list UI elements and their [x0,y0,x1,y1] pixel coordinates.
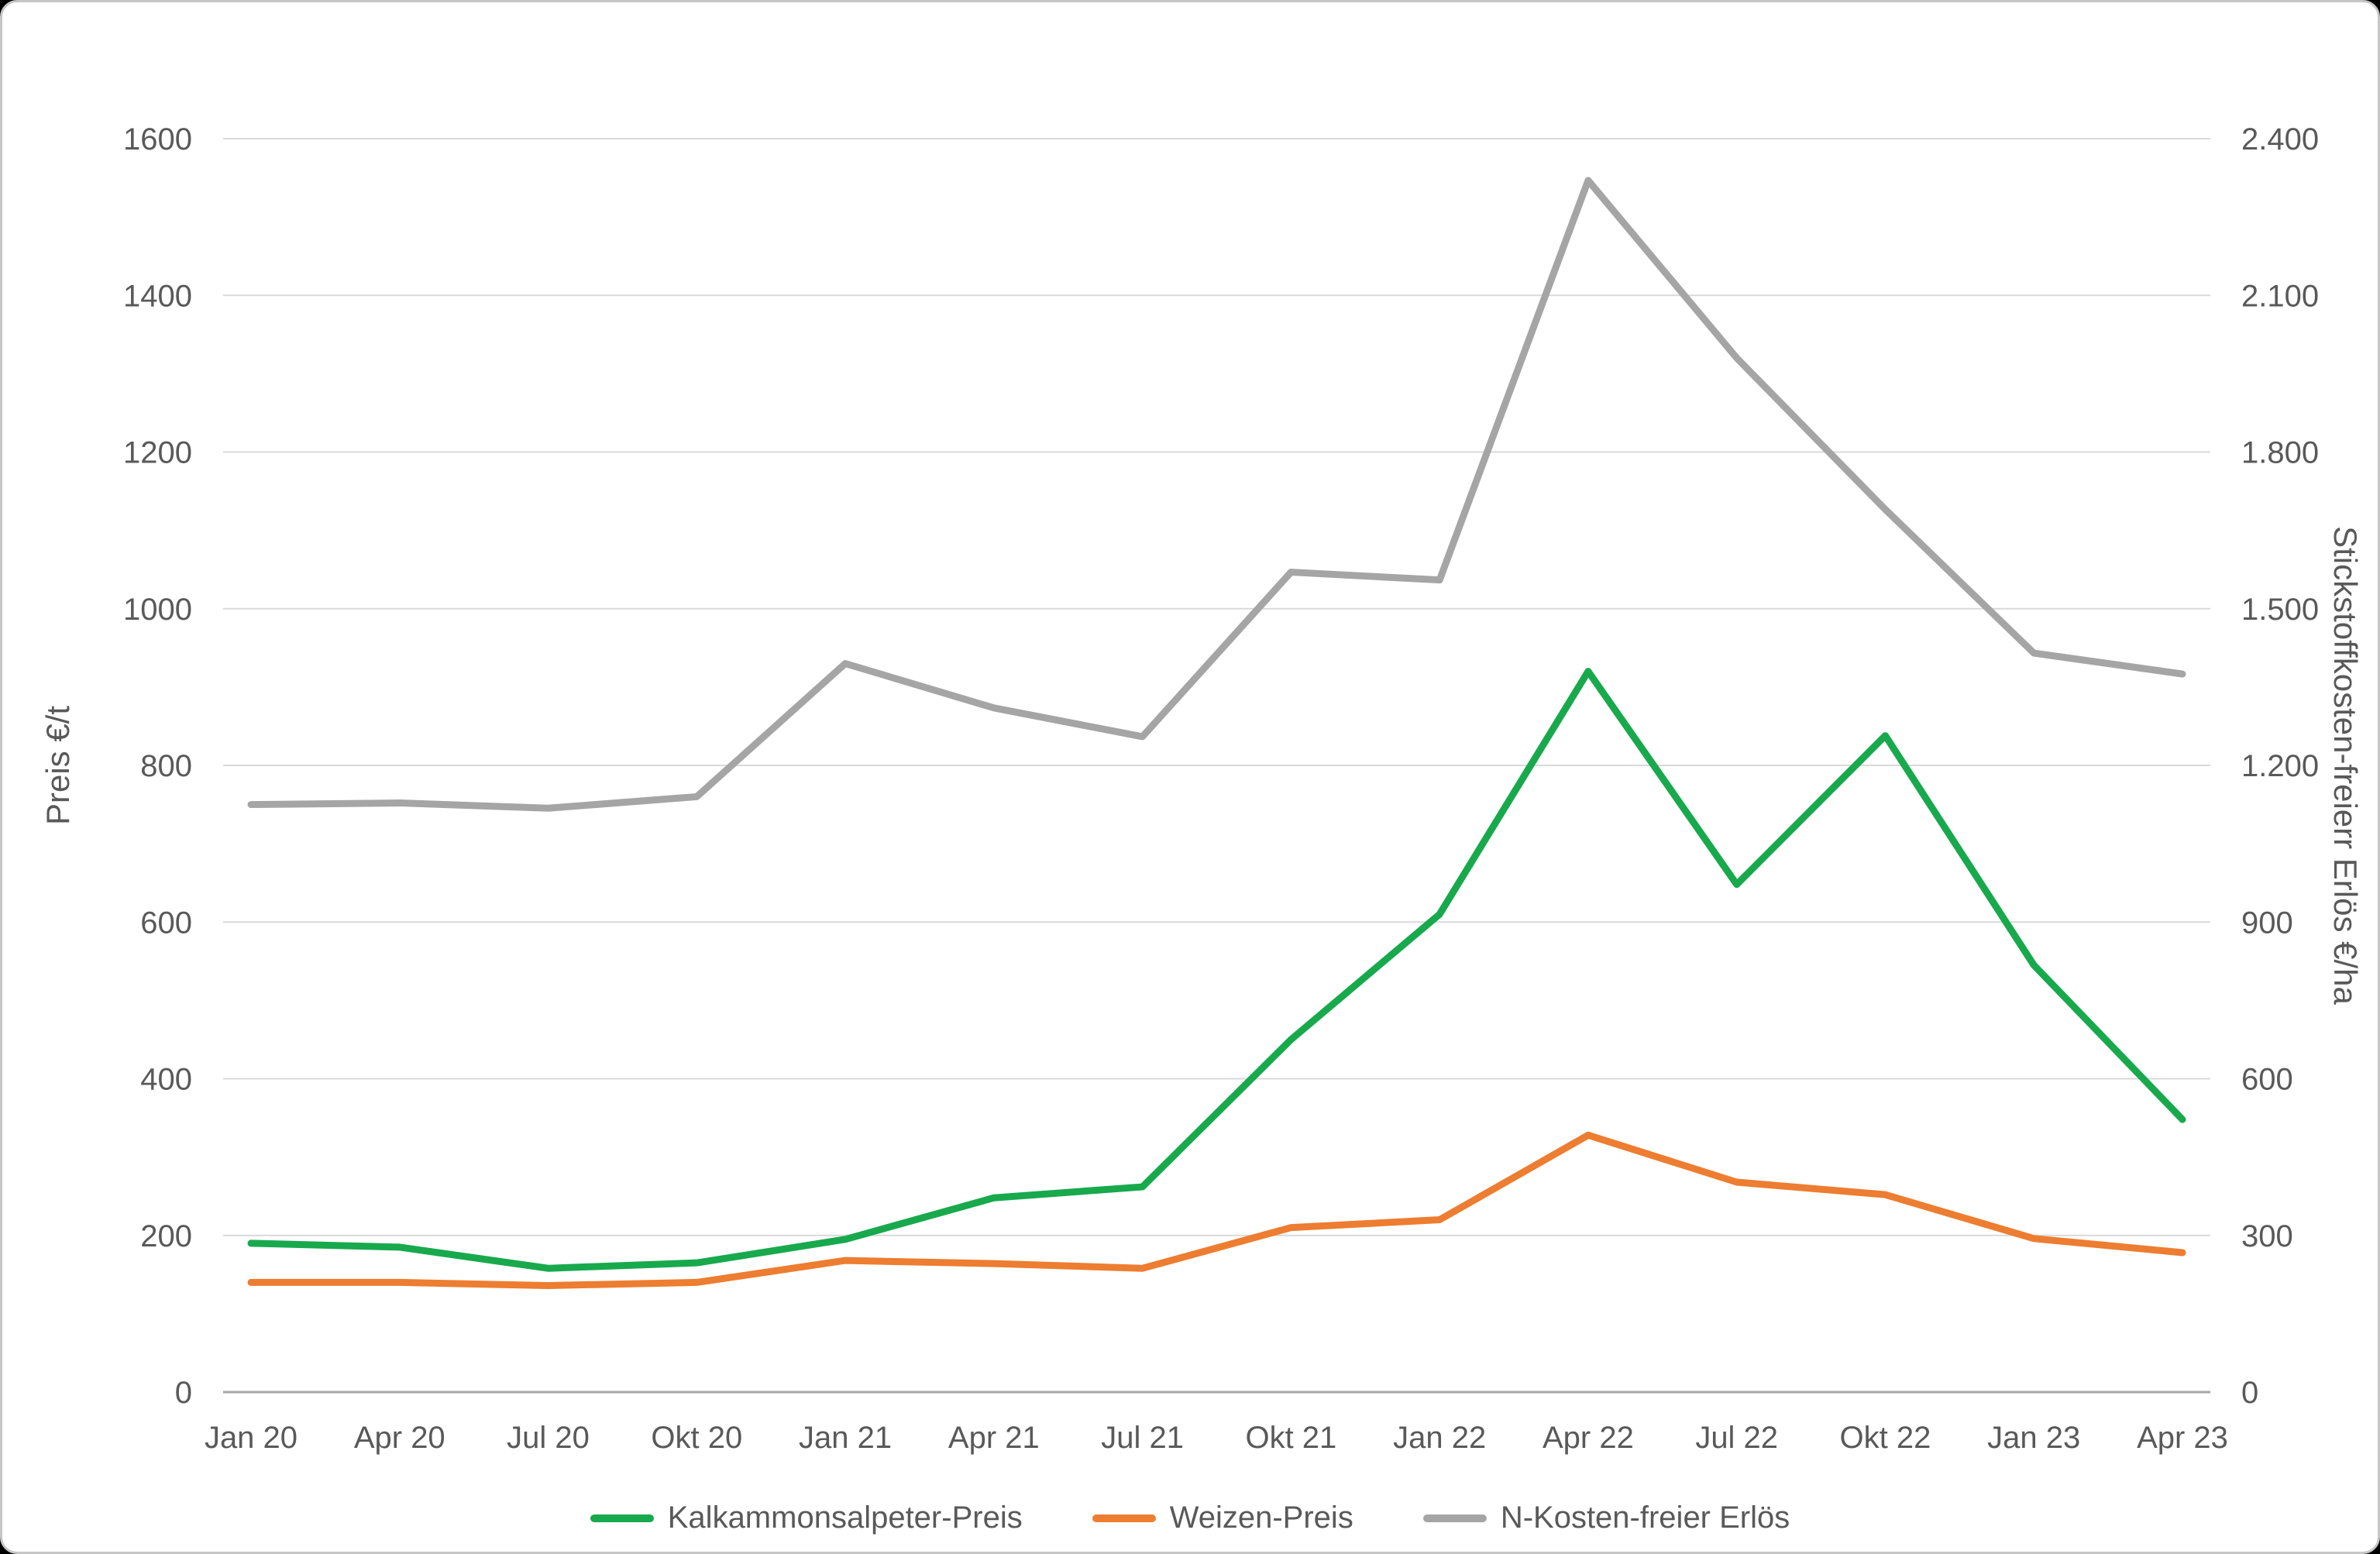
svg-text:Apr 23: Apr 23 [2137,1421,2228,1455]
svg-text:900: 900 [2241,906,2293,940]
svg-text:2.400: 2.400 [2241,122,2319,156]
gridlines [223,138,2210,1394]
svg-text:400: 400 [140,1063,192,1097]
svg-text:0: 0 [175,1376,192,1410]
legend-item-weizen-preis[interactable]: Weizen-Preis [1092,1501,1353,1535]
svg-text:600: 600 [2241,1063,2293,1097]
legend-swatch-gray-line [1422,1514,1487,1522]
svg-text:1.500: 1.500 [2241,593,2319,627]
svg-text:2.100: 2.100 [2241,279,2319,313]
svg-text:0: 0 [2241,1376,2258,1410]
svg-text:1200: 1200 [123,436,192,470]
legend-item-n-kosten-freier-erloes[interactable]: N-Kosten-freier Erlös [1422,1501,1790,1535]
svg-text:Apr 21: Apr 21 [948,1421,1040,1455]
legend-label-kalkammonsalpeter-preis: Kalkammonsalpeter-Preis [667,1501,1023,1535]
svg-text:1.200: 1.200 [2241,749,2319,783]
svg-text:Jul 21: Jul 21 [1101,1421,1184,1455]
svg-text:Jan 23: Jan 23 [1987,1421,2080,1455]
legend-swatch-green-line [590,1514,654,1522]
axis-tick-labels: 0 0 200 300 400 600 600 900 800 1.200 1000 1.500 120… [123,122,2319,1455]
svg-text:Jan 20: Jan 20 [205,1421,298,1455]
svg-text:Okt 20: Okt 20 [651,1421,742,1455]
svg-text:1.800: 1.800 [2241,436,2319,470]
svg-text:1000: 1000 [123,593,192,627]
legend: Kalkammonsalpeter-Preis Weizen-Preis N-K… [2,1501,2378,1535]
legend-label-weizen-preis: Weizen-Preis [1169,1501,1353,1535]
svg-text:1600: 1600 [123,122,192,156]
svg-text:Jan 21: Jan 21 [799,1421,892,1455]
svg-text:300: 300 [2241,1219,2293,1253]
right-axis-title: Stickstoffkosten-freierr Erlös €/ha [2327,526,2364,1005]
svg-text:800: 800 [140,749,192,783]
svg-text:Apr 20: Apr 20 [354,1421,445,1455]
svg-text:200: 200 [140,1219,192,1253]
svg-text:Jul 20: Jul 20 [507,1421,590,1455]
series-lines [247,177,2186,1289]
legend-swatch-orange-line [1092,1514,1156,1522]
legend-item-kalkammonsalpeter-preis[interactable]: Kalkammonsalpeter-Preis [590,1501,1023,1535]
left-axis-title: Preis €/t [40,706,76,825]
svg-text:600: 600 [140,906,192,940]
svg-text:1400: 1400 [123,279,192,313]
svg-text:Okt 22: Okt 22 [1840,1421,1931,1455]
svg-text:Jul 22: Jul 22 [1695,1421,1778,1455]
svg-text:Apr 22: Apr 22 [1543,1421,1634,1455]
svg-text:Jan 22: Jan 22 [1393,1421,1486,1455]
svg-text:Okt 21: Okt 21 [1245,1421,1336,1455]
legend-label-n-kosten-freier-erloes: N-Kosten-freier Erlös [1500,1501,1790,1535]
